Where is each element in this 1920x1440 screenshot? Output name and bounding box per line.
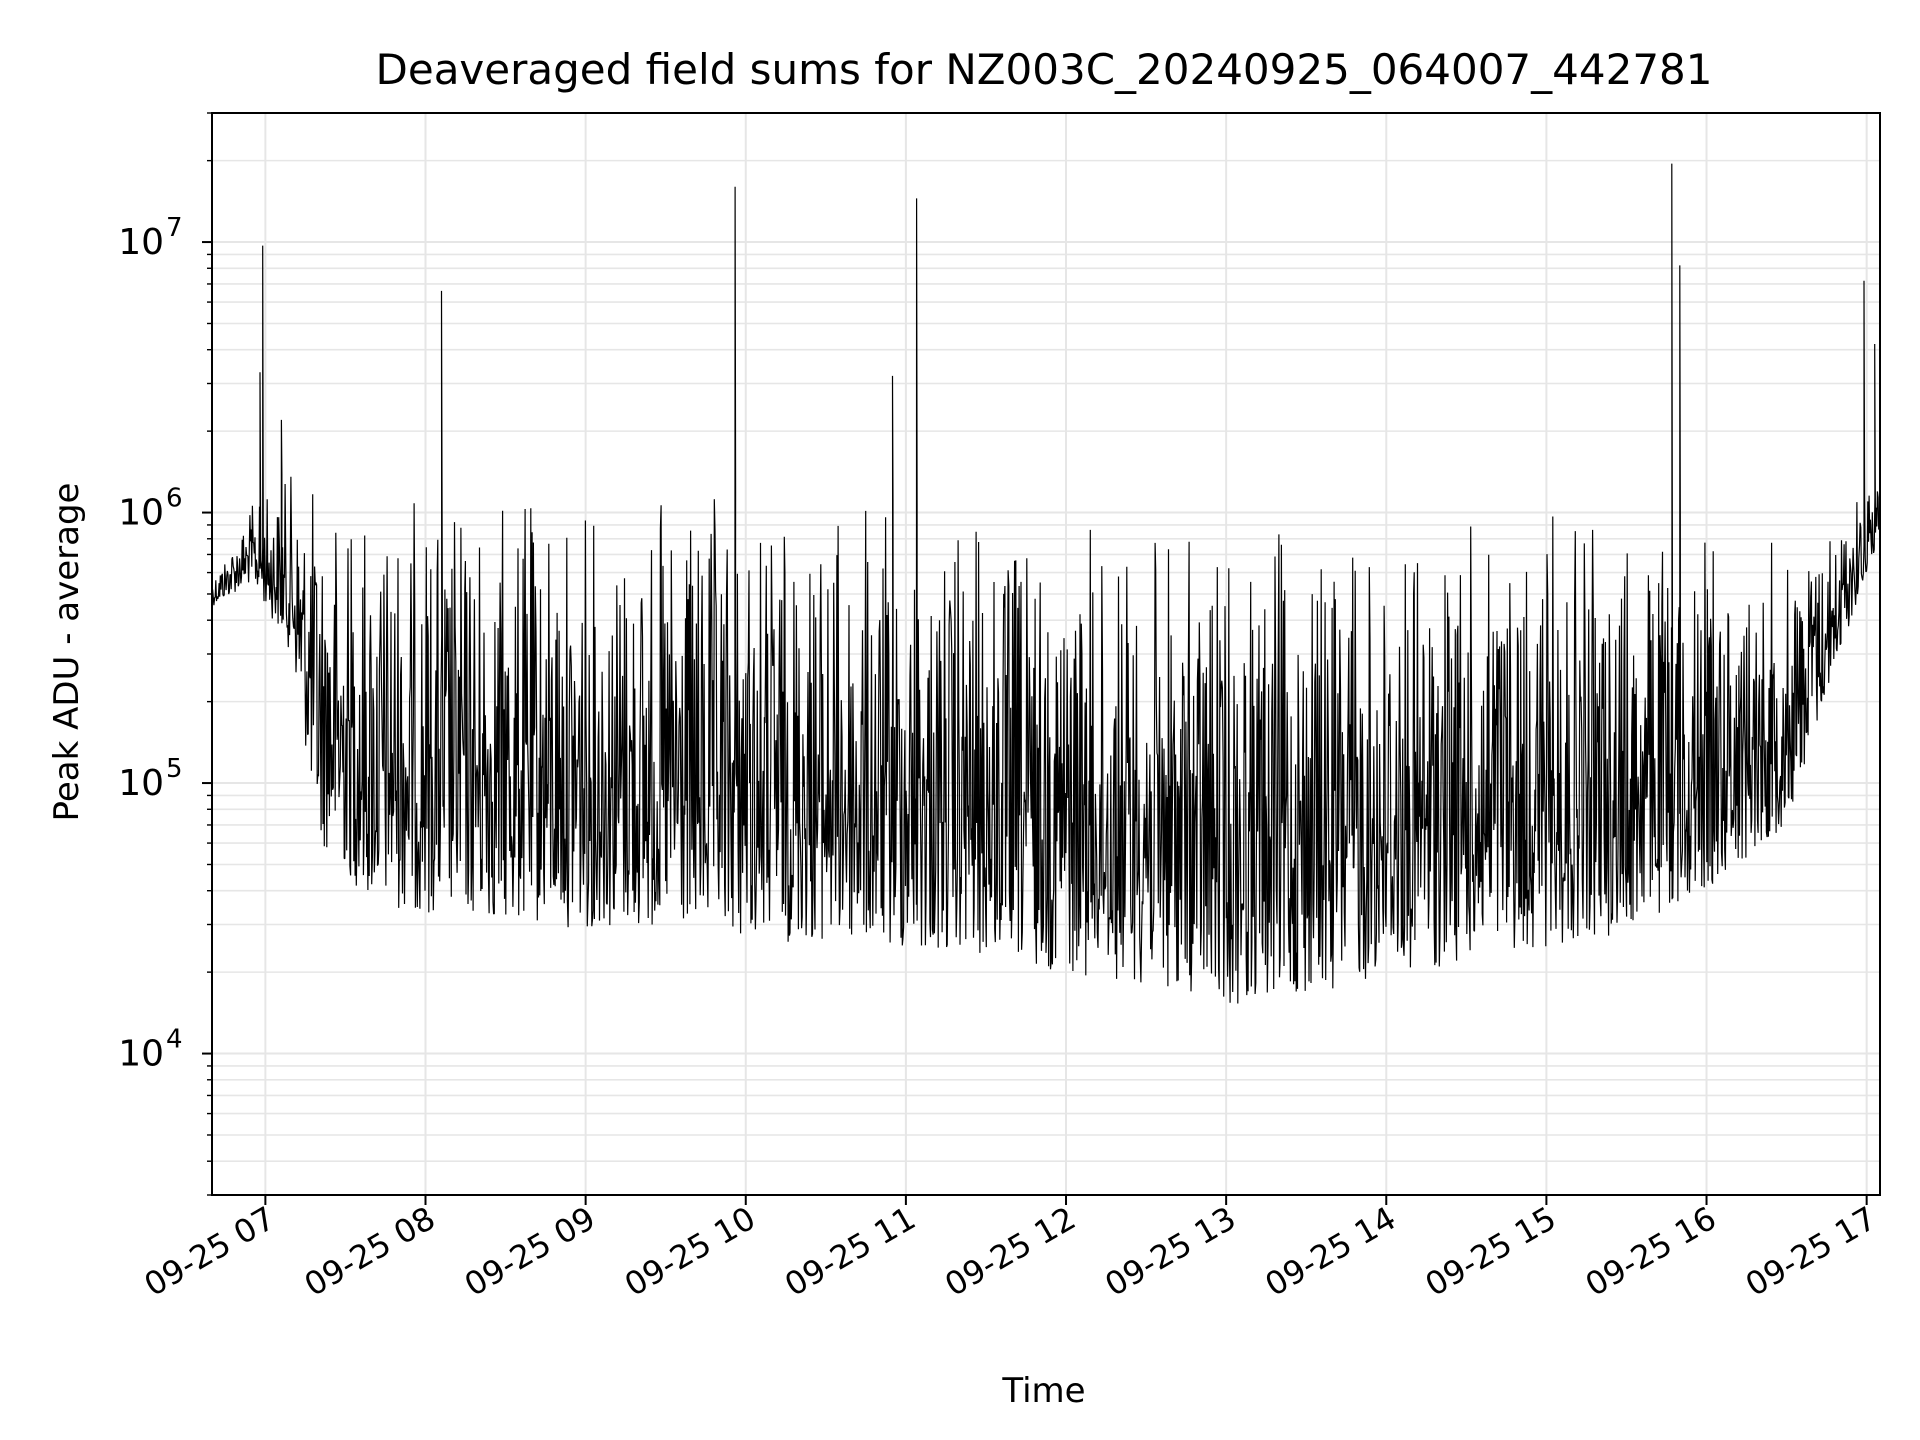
y-tick-label: 10 [118,222,164,263]
series-line-path [211,163,1881,1124]
chart-title: Deaveraged field sums for NZ003C_2024092… [376,45,1713,94]
y-tick-label: 10 [118,493,164,534]
y-axis-label: Peak ADU - average [47,483,87,822]
y-tick-label-exponent: 4 [166,1025,183,1055]
y-tick-label-exponent: 5 [166,754,183,784]
y-tick-label-exponent: 6 [166,484,183,514]
x-axis-label: Time [1001,1371,1085,1411]
y-tick-label: 10 [118,763,164,804]
y-tick-label-exponent: 7 [166,213,183,243]
series-line [211,163,1881,1124]
y-tick-label: 10 [118,1034,164,1075]
